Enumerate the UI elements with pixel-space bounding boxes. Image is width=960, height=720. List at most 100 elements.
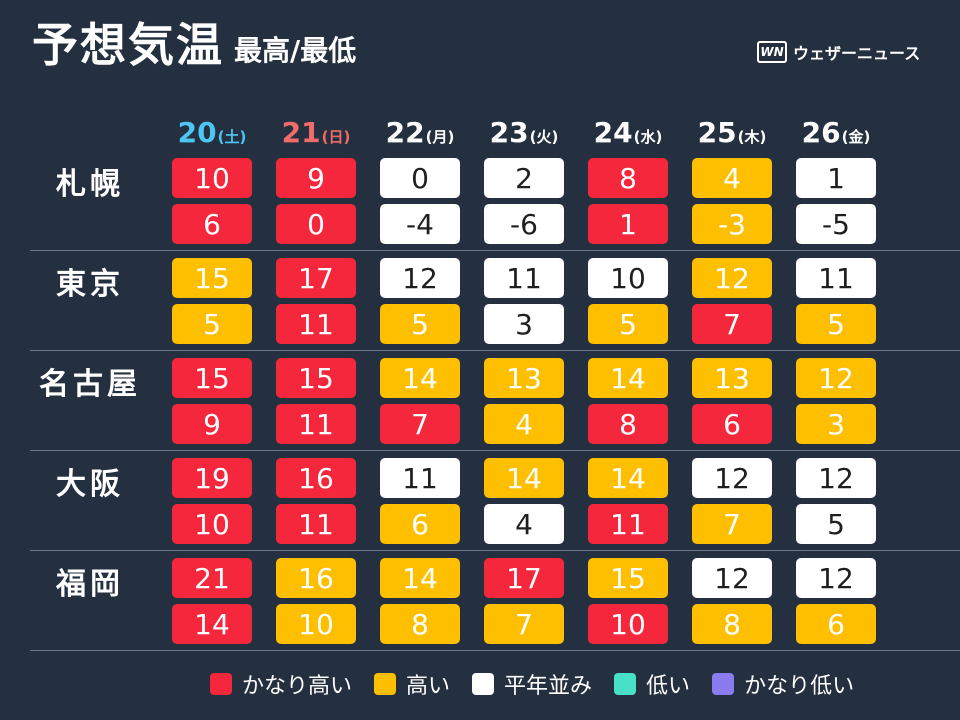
legend-swatch [614,673,637,695]
max-temp-cell: 8 [588,158,668,198]
min-temp-cell: -5 [796,204,876,244]
city-name: 札幌 [56,167,124,202]
max-temp-cell: 13 [484,358,564,398]
max-temp-cell: 14 [380,558,460,598]
max-temp-cell: 15 [276,358,356,398]
city-name: 大阪 [56,467,124,502]
min-temp-cell: 6 [172,204,252,244]
min-temp-cell: 8 [692,604,772,644]
legend-swatch [472,673,495,695]
day-number: 24 [593,116,633,149]
day-number: 26 [801,116,841,149]
min-temp-cell: 11 [276,504,356,544]
day-header: 25(木) [692,116,772,149]
day-header: 26(金) [796,116,876,149]
min-temp-cell: 11 [276,304,356,344]
min-temp-cell: 9 [172,404,252,444]
min-temp-cell: 7 [484,604,564,644]
city-name: 東京 [56,267,124,302]
city-name: 名古屋 [39,367,141,402]
day-of-week: (火) [529,128,559,146]
min-temp-cell: 14 [172,604,252,644]
legend-label: 高い [406,674,451,699]
min-temp-cell: 11 [276,404,356,444]
legend-swatch [210,673,232,695]
max-temp-cell: 12 [796,558,876,598]
day-header: 24(水) [588,116,668,149]
min-temp-cell: 5 [380,304,460,344]
min-temp-cell: 6 [692,404,772,444]
min-temp-cell: 5 [796,504,876,544]
day-number: 22 [385,116,425,149]
min-temp-cell: 10 [276,604,356,644]
max-temp-cell: 11 [484,258,564,298]
max-temp-cell: 15 [588,558,668,598]
max-temp-cell: 21 [172,558,252,598]
day-number: 21 [281,116,321,149]
max-temp-cell: 12 [692,558,772,598]
min-temp-cell: 6 [380,504,460,544]
max-temp-cell: 12 [692,258,772,298]
max-temp-cell: 19 [172,458,252,498]
day-of-week: (月) [425,128,455,146]
weathernews-logo: WN ウェザーニュース [757,40,920,64]
min-temp-cell: 10 [588,604,668,644]
min-temp-cell: -4 [380,204,460,244]
legend-item: 低い [614,668,690,700]
city-name: 福岡 [56,567,124,602]
day-number: 23 [489,116,529,149]
day-of-week: (木) [737,128,767,146]
legend-item: かなり低い [712,668,854,700]
day-number: 20 [177,116,217,149]
max-temp-cell: 11 [796,258,876,298]
min-temp-cell: 7 [692,304,772,344]
max-temp-cell: 10 [172,158,252,198]
max-temp-cell: 17 [276,258,356,298]
max-temp-cell: 12 [796,358,876,398]
min-temp-cell: -6 [484,204,564,244]
max-temp-cell: 15 [172,258,252,298]
day-of-week: (土) [217,128,247,146]
day-of-week: (金) [841,128,871,146]
max-temp-cell: 14 [588,358,668,398]
max-temp-cell: 14 [484,458,564,498]
day-header: 23(火) [484,116,564,149]
max-temp-cell: 15 [172,358,252,398]
min-temp-cell: 5 [796,304,876,344]
legend-item: かなり高い [210,668,352,700]
max-temp-cell: 13 [692,358,772,398]
max-temp-cell: 12 [380,258,460,298]
max-temp-cell: 1 [796,158,876,198]
max-temp-cell: 2 [484,158,564,198]
max-temp-cell: 14 [380,358,460,398]
min-temp-cell: 8 [380,604,460,644]
legend: かなり高い 高い 平年並み 低い かなり低い [210,668,876,700]
legend-label: かなり低い [744,674,855,699]
day-number: 25 [697,116,737,149]
row-divider [30,550,960,551]
max-temp-cell: 16 [276,458,356,498]
row-divider [30,650,960,651]
legend-label: かなり高い [242,674,353,699]
day-header: 21(日) [276,116,356,149]
row-divider [30,250,960,251]
min-temp-cell: 4 [484,404,564,444]
legend-item: 平年並み [472,668,592,700]
min-temp-cell: 5 [172,304,252,344]
max-temp-cell: 17 [484,558,564,598]
min-temp-cell: 10 [172,504,252,544]
min-temp-cell: 3 [796,404,876,444]
min-temp-cell: 5 [588,304,668,344]
min-temp-cell: 11 [588,504,668,544]
day-header: 22(月) [380,116,460,149]
legend-label: 低い [646,674,691,699]
max-temp-cell: 0 [380,158,460,198]
max-temp-cell: 12 [692,458,772,498]
max-temp-cell: 11 [380,458,460,498]
logo-text: ウェザーニュース [793,44,921,63]
title-main: 予想気温 [32,18,224,72]
min-temp-cell: 6 [796,604,876,644]
legend-item: 高い [374,668,450,700]
legend-swatch [712,673,735,695]
min-temp-cell: 3 [484,304,564,344]
